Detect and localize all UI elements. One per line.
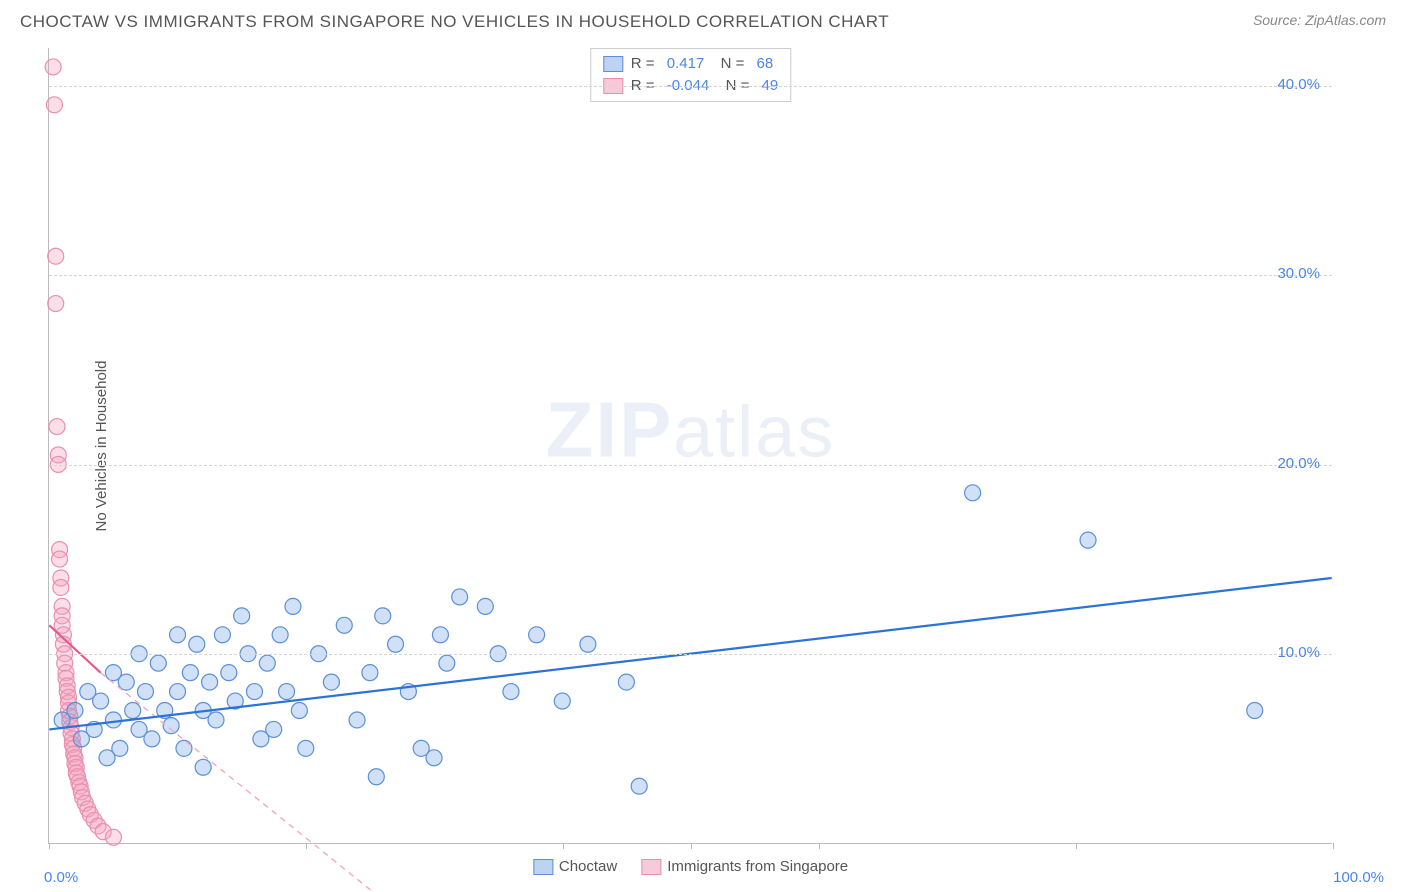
x-tick-mark xyxy=(691,843,692,849)
chart-title: CHOCTAW VS IMMIGRANTS FROM SINGAPORE NO … xyxy=(20,12,889,32)
x-tick-min: 0.0% xyxy=(44,869,78,886)
series-legend: Choctaw Immigrants from Singapore xyxy=(533,858,848,875)
x-tick-mark xyxy=(563,843,564,849)
gridline xyxy=(49,465,1332,466)
swatch-choctaw-icon xyxy=(533,859,553,875)
gridline xyxy=(49,654,1332,655)
x-tick-mark xyxy=(819,843,820,849)
legend-item-choctaw: Choctaw xyxy=(533,858,617,875)
gridline xyxy=(49,275,1332,276)
chart-area: ZIPatlas R = 0.417 N = 68 R = -0.044 N =… xyxy=(48,48,1332,844)
y-tick-label: 30.0% xyxy=(1277,265,1320,282)
x-tick-mark xyxy=(306,843,307,849)
legend-item-singapore: Immigrants from Singapore xyxy=(641,858,848,875)
y-tick-label: 40.0% xyxy=(1277,76,1320,93)
source-label: Source: ZipAtlas.com xyxy=(1253,12,1386,28)
y-tick-label: 10.0% xyxy=(1277,644,1320,661)
x-tick-mark xyxy=(49,843,50,849)
y-tick-label: 20.0% xyxy=(1277,455,1320,472)
x-tick-mark xyxy=(1076,843,1077,849)
swatch-singapore-icon xyxy=(641,859,661,875)
x-tick-mark xyxy=(1333,843,1334,849)
x-tick-max: 100.0% xyxy=(1333,869,1384,886)
gridline xyxy=(49,86,1332,87)
scatter-plot-svg xyxy=(49,48,1332,843)
